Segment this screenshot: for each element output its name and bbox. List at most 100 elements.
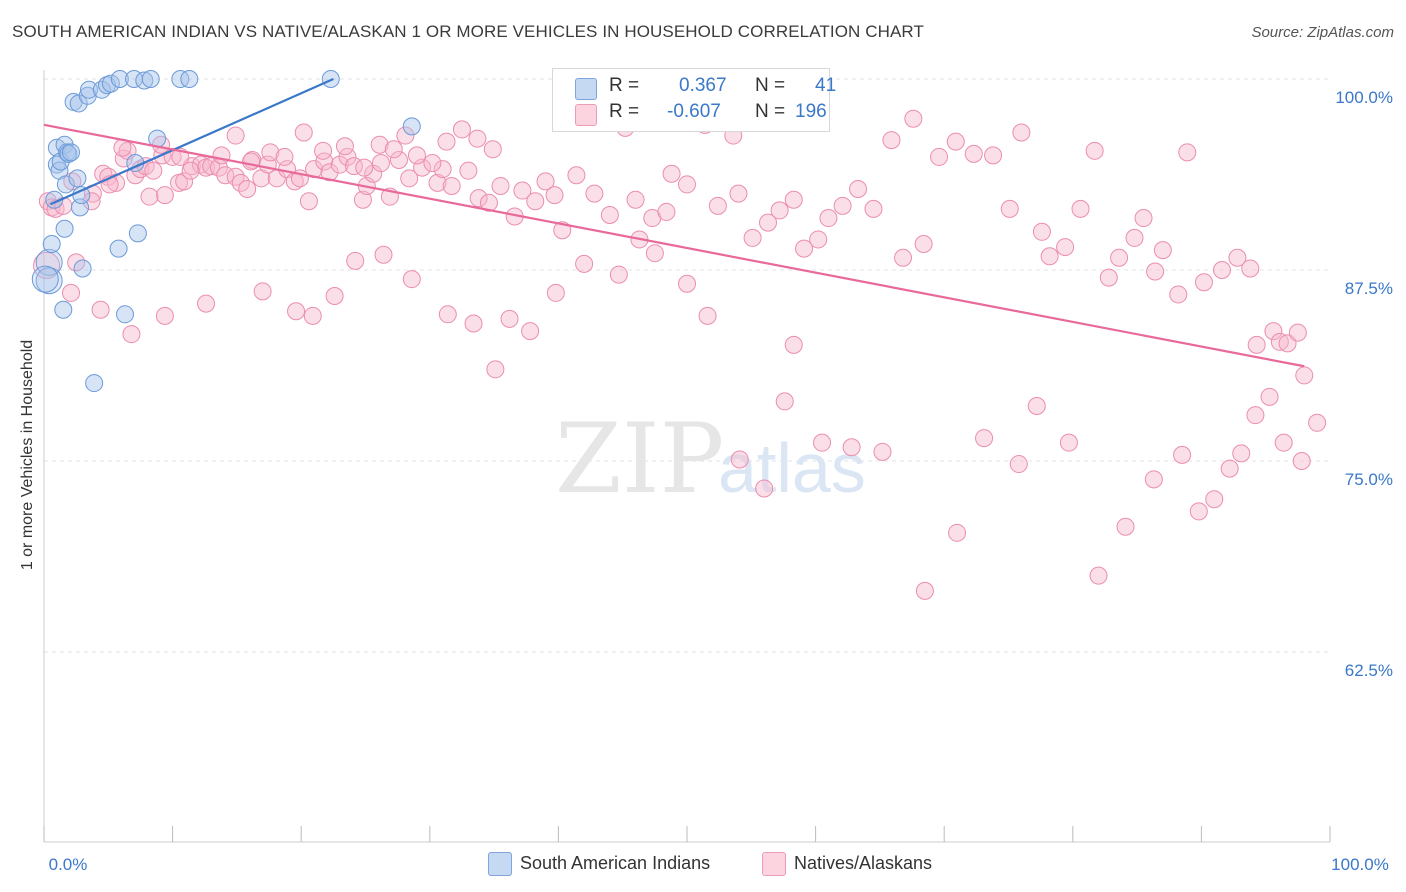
native-alaskan-point [626, 190, 645, 209]
native-alaskan-point [500, 309, 519, 328]
native-alaskan-point [122, 325, 141, 344]
south-american-indian-point [402, 117, 421, 136]
native-alaskan-point [1144, 470, 1163, 489]
axes [43, 70, 1331, 843]
native-alaskan-point [1110, 248, 1129, 267]
native-alaskan-point [330, 155, 349, 174]
bottom-legend-natives-alaskans: Natives/Alaskans [762, 852, 932, 876]
legend-r-label: R = [609, 75, 640, 96]
chart-title: SOUTH AMERICAN INDIAN VS NATIVE/ALASKAN … [12, 22, 924, 41]
trend-lines [43, 77, 1305, 368]
native-alaskan-point [442, 176, 461, 195]
native-alaskan-point [1270, 332, 1289, 351]
native-alaskan-point [1125, 228, 1144, 247]
native-alaskan-point [346, 251, 365, 270]
native-alaskan-point [428, 173, 447, 192]
native-alaskan-point [1134, 209, 1153, 228]
south-american-indian-point [31, 265, 59, 293]
native-alaskan-point [657, 202, 676, 221]
legend-n-label: N = [755, 101, 786, 122]
native-alaskan-point [842, 438, 861, 457]
native-alaskan-point [1146, 262, 1165, 281]
south-american-indian-point [141, 70, 160, 88]
native-alaskan-point [882, 131, 901, 150]
native-alaskan-point [1059, 433, 1078, 452]
native-alaskan-point [662, 164, 681, 183]
south-american-indian-points [31, 70, 421, 393]
native-alaskan-point [212, 146, 231, 165]
south-american-indian-point [73, 259, 92, 278]
native-alaskan-point [526, 192, 545, 211]
native-alaskan-point [1009, 455, 1028, 474]
south-american-indian-point [180, 70, 199, 88]
south-american-indian-point [80, 80, 99, 99]
native-alaskan-point [1194, 273, 1213, 292]
native-alaskan-point [1099, 268, 1118, 287]
native-alaskan-point [197, 294, 216, 313]
native-alaskan-point [1260, 387, 1279, 406]
native-alaskan-point [904, 109, 923, 128]
trend-line-natives-alaskans [43, 123, 1305, 368]
native-alaskan-point [513, 181, 532, 200]
native-alaskan-point [585, 184, 604, 203]
native-alaskan-point [1116, 517, 1135, 536]
native-alaskan-point [353, 190, 372, 209]
native-alaskan-point [1228, 248, 1247, 267]
native-alaskan-point [873, 442, 892, 461]
native-alaskan-point [226, 167, 245, 186]
native-alaskan-point [1056, 238, 1075, 257]
native-alaskan-point [144, 161, 163, 180]
south-american-indian-point [110, 70, 129, 88]
native-alaskan-point [452, 120, 471, 139]
native-alaskan-point [491, 176, 510, 195]
native-alaskan-point [325, 286, 344, 305]
native-alaskan-point [678, 274, 696, 293]
native-alaskan-point [438, 305, 457, 324]
native-alaskan-point [536, 172, 555, 191]
native-alaskan-point [930, 147, 949, 166]
south-american-indian-point [171, 70, 190, 88]
y-tick-label: 100.0% [1335, 88, 1393, 107]
native-alaskan-point [407, 146, 426, 165]
native-alaskan-point [314, 141, 333, 160]
x-tick-label: 0.0% [49, 855, 88, 874]
native-alaskan-point [287, 302, 306, 321]
watermark-zip: ZIP [555, 403, 724, 515]
native-alaskan-point [948, 523, 967, 542]
native-alaskan-point [370, 135, 389, 154]
y-tick-label: 87.5% [1345, 279, 1393, 298]
legend-swatch-blue [575, 78, 597, 100]
source-label: Source: ZipAtlas.com [1251, 24, 1394, 41]
native-alaskan-point [1308, 413, 1327, 432]
native-alaskan-point [423, 154, 442, 173]
native-alaskan-point [1264, 322, 1283, 341]
native-alaskan-point [1178, 143, 1197, 162]
native-alaskan-point [545, 186, 564, 205]
native-alaskan-point [1032, 222, 1051, 241]
south-american-indian-point [55, 219, 74, 238]
native-alaskan-point [402, 270, 421, 289]
native-alaskan-point [567, 166, 586, 185]
native-alaskan-point [155, 186, 174, 205]
native-alaskan-point [984, 146, 1003, 165]
native-alaskan-point [946, 132, 965, 151]
native-alaskan-point [155, 306, 174, 325]
legend-r-value-pink: -0.607 [667, 101, 721, 122]
native-alaskan-point [226, 126, 245, 145]
south-american-indian-point [116, 305, 135, 324]
native-alaskan-point [1247, 335, 1266, 354]
native-alaskan-point [864, 199, 883, 218]
south-american-indian-point [42, 235, 61, 254]
native-alaskan-point [464, 314, 483, 333]
native-alaskan-point [468, 129, 487, 148]
y-tick-label: 75.0% [1345, 470, 1393, 489]
native-alaskan-point [355, 158, 374, 177]
native-alaskan-point [521, 322, 540, 341]
native-alaskan-point [242, 152, 261, 171]
native-alaskan-point [1274, 433, 1293, 452]
native-alaskan-point [1012, 123, 1031, 142]
native-alaskan-point [609, 265, 628, 284]
native-alaskan-point [140, 187, 159, 206]
native-alaskan-point [708, 196, 727, 215]
